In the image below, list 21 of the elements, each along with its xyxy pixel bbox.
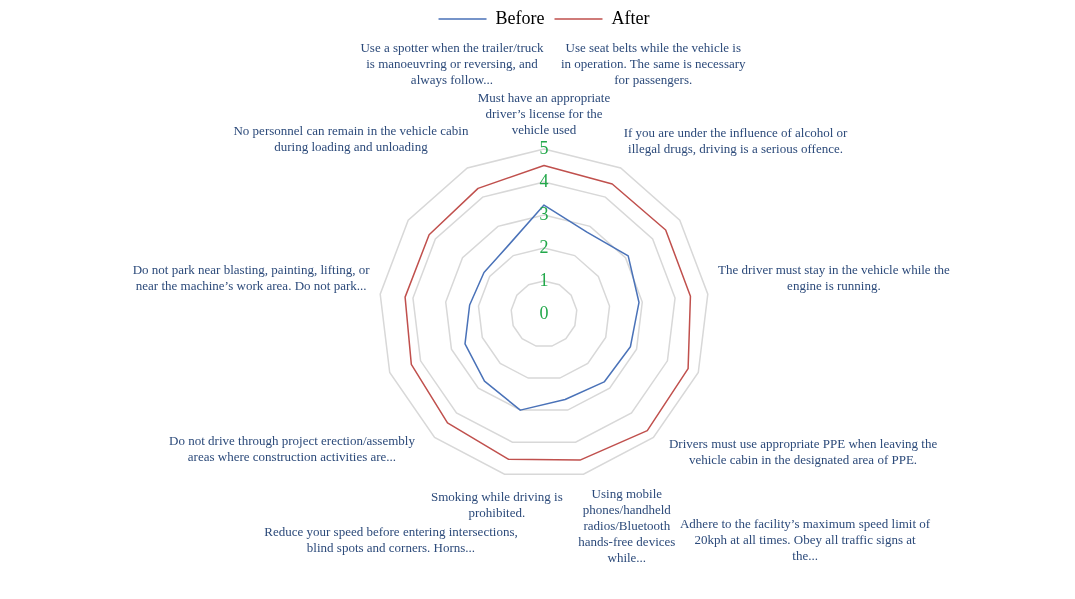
spoke-label: Adhere to the facility’s maximum speed limit of 20kph at all times. Obey all traffic signs at the... — [679, 516, 931, 564]
spoke-label: Reduce your speed before entering intersections, blind spots and corners. Horns... — [264, 523, 518, 555]
spoke-label: Do not drive through project erection/assembly areas where construction activities are... — [169, 432, 416, 464]
y-tick-label: 0 — [539, 302, 549, 323]
y-tick-label: 3 — [539, 203, 549, 224]
spoke-label: No personnel can remain in the vehicle cabin during loading and unloading — [233, 123, 469, 155]
spoke-label: Use seat belts while the vehicle is in operation. The same is necessary for passengers. — [560, 40, 747, 88]
spoke-label: Using mobile phones/handheld radios/Bluetooth hands-free devices while... — [578, 485, 676, 565]
legend-label: After — [611, 7, 650, 28]
spoke-label: The driver must stay in the vehicle while the engine is running. — [717, 262, 950, 294]
spoke-label: Use a spotter when the trailer/truck is manoeuvring or reversing, and always follow... — [360, 39, 544, 87]
legend-label: Before — [495, 7, 545, 28]
spoke-label: Smoking while driving is prohibited. — [430, 488, 563, 520]
y-tick-label: 4 — [539, 170, 549, 191]
y-tick-label: 2 — [539, 236, 549, 257]
y-tick-label: 1 — [539, 269, 549, 290]
spoke-label: Drivers must use appropriate PPE when leaving the vehicle cabin in the designated area of PPE. — [668, 436, 938, 468]
spoke-label: Do not park near blasting, painting, lifting, or near the machine’s work area. Do not park... — [132, 261, 371, 293]
spoke-label: Must have an appropriate driver’s license for the vehicle used — [477, 90, 611, 138]
spoke-label: If you are under the influence of alcohol or illegal drugs, driving is a serious offence. — [623, 124, 849, 156]
y-tick-label: 5 — [539, 137, 549, 158]
